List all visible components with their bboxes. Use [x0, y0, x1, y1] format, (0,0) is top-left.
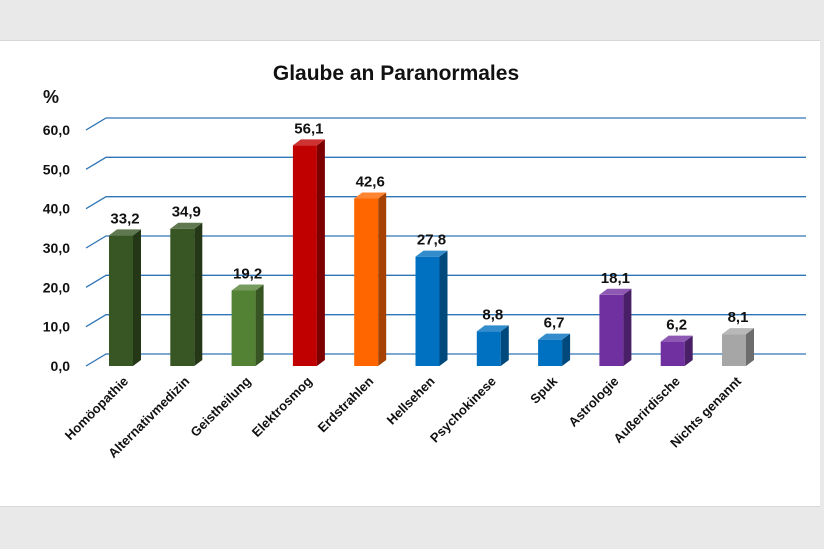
- data-label: 8,1: [728, 309, 749, 326]
- y-tick-label: 10,0: [43, 319, 70, 335]
- bar-front: [354, 198, 379, 366]
- bar-side: [623, 288, 632, 366]
- data-label: 19,2: [233, 265, 262, 282]
- bar: [538, 333, 571, 366]
- y-tick-label: 0,0: [51, 358, 71, 374]
- x-tick-label: Geistheilung: [187, 373, 253, 439]
- bar-side: [684, 335, 693, 366]
- bar-side: [500, 325, 509, 366]
- gridline: [85, 274, 806, 288]
- bar: [354, 192, 387, 366]
- bar-front: [415, 256, 440, 366]
- bar-top: [170, 222, 203, 229]
- y-tick-label: 60,0: [43, 122, 70, 138]
- gridline: [85, 314, 806, 328]
- data-label: 33,2: [110, 210, 139, 227]
- bar: [660, 335, 693, 366]
- bar-side: [746, 328, 754, 366]
- gridline: [85, 117, 806, 131]
- bar-side: [194, 222, 203, 366]
- bar-top: [476, 325, 509, 332]
- bar-front: [292, 145, 317, 366]
- data-label: 42,6: [356, 173, 385, 190]
- y-tick-label: 30,0: [43, 240, 70, 256]
- bar-side: [439, 250, 448, 366]
- bar-top: [538, 333, 571, 340]
- x-tick-label: Homöopathie: [62, 374, 131, 443]
- bar-top: [415, 250, 448, 257]
- bar-top: [231, 284, 264, 291]
- bar: [476, 325, 509, 366]
- data-label: 56,1: [294, 120, 323, 137]
- gridline: [85, 156, 806, 170]
- data-label: 8,8: [482, 306, 503, 323]
- bar: [292, 139, 325, 366]
- data-label: 27,8: [417, 232, 446, 249]
- bar-front: [660, 341, 685, 366]
- x-tick-label: Astrologie: [565, 374, 621, 430]
- y-axis-unit-label: %: [43, 87, 59, 107]
- bar: [170, 222, 203, 366]
- data-label: 6,2: [666, 317, 687, 334]
- bar-front: [109, 235, 133, 366]
- bar-front: [538, 339, 563, 366]
- bar-front: [170, 228, 195, 366]
- gridline: [85, 235, 806, 249]
- bar-side: [255, 284, 264, 366]
- bar: [415, 250, 448, 366]
- gridline: [85, 196, 806, 210]
- bar-top: [722, 328, 754, 335]
- x-tick-label: Hellsehen: [384, 373, 438, 427]
- data-label: 18,1: [601, 270, 630, 287]
- bar-front: [722, 334, 746, 366]
- gridline: [85, 353, 806, 367]
- bar-top: [109, 229, 141, 236]
- data-label: 34,9: [172, 204, 201, 221]
- y-tick-label: 20,0: [43, 279, 70, 295]
- bar-front: [231, 290, 256, 366]
- x-tick-label: Erdstrahlen: [315, 373, 377, 435]
- bar-top: [354, 192, 387, 199]
- bar-side: [316, 139, 325, 366]
- bar-side: [378, 192, 387, 366]
- bar: [599, 288, 632, 366]
- chart-title: Glaube an Paranormales: [273, 62, 519, 85]
- x-tick-label: Spuk: [527, 373, 561, 407]
- bar: [231, 284, 264, 366]
- bar-top: [660, 335, 693, 342]
- bar-front: [476, 331, 501, 366]
- bar-top: [599, 288, 632, 295]
- x-tick-label: Psychokinese: [427, 374, 499, 446]
- bar-side: [562, 333, 571, 366]
- bar: [109, 229, 141, 366]
- data-label: 6,7: [544, 315, 565, 332]
- y-tick-label: 40,0: [43, 201, 70, 217]
- bar-front: [599, 294, 624, 366]
- bar-side: [133, 229, 141, 366]
- x-tick-label: Elektrosmog: [249, 373, 315, 439]
- bar: [722, 328, 754, 366]
- bar-top: [292, 139, 325, 146]
- y-tick-label: 50,0: [43, 161, 70, 177]
